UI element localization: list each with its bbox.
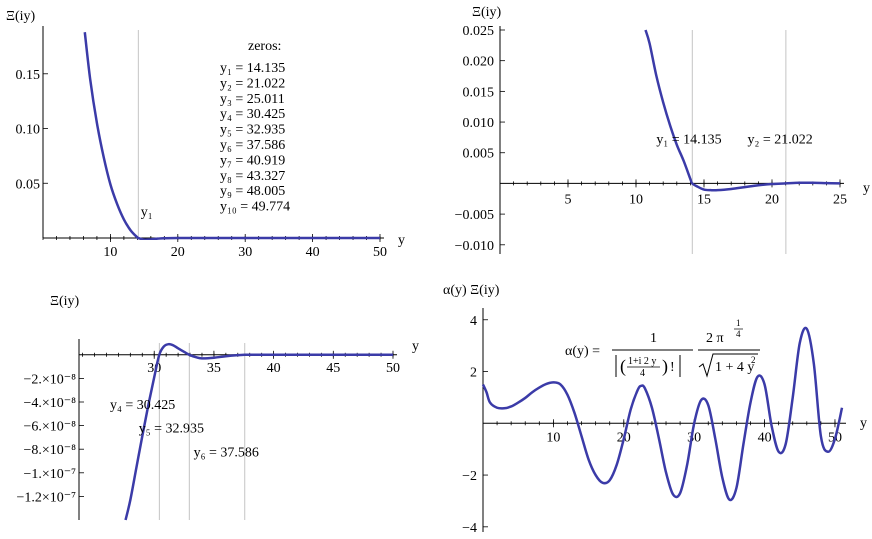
- formula-sqrt-body: 1 + 4 y: [715, 360, 754, 375]
- formula-exponent-numerator: 1: [736, 318, 741, 328]
- x-tick-label: 50: [386, 361, 400, 376]
- formula-exponent-denominator: 4: [736, 329, 741, 339]
- zero-annotation: y₁ = 14.135: [656, 133, 721, 148]
- panel-bottom-left: Ξ(iy) y 30 35 40 45 50−2.×10⁻⁸−4.×10⁻⁸−6.×10…: [16, 294, 419, 521]
- x-tick-label: 40: [267, 361, 281, 376]
- x-tick-label: 40: [758, 430, 772, 445]
- y-tick-label: −4.×10⁻⁸: [23, 396, 76, 411]
- y-tick-label: 0.10: [16, 123, 41, 138]
- y-tick-label: −8.×10⁻⁸: [23, 443, 76, 458]
- zeros-list-item: y₇ = 40.919: [220, 153, 285, 168]
- zeros-list-item: y₆ = 37.586: [220, 138, 285, 153]
- x-axis-label: y: [863, 181, 870, 196]
- y-tick-label: −4: [462, 521, 477, 536]
- x-tick-label: 30: [687, 430, 701, 445]
- formula-lhs: α(y) =: [565, 344, 600, 359]
- formula-inner-denominator: 4: [640, 368, 645, 379]
- y-tick-label: 0.010: [463, 116, 495, 131]
- panel-bottom-right: α(y) Ξ(iy) y α(y) = 1 ( 1+i 2 y 4 ) ! 2 …: [443, 283, 867, 536]
- formula-paren-right: ): [662, 356, 668, 377]
- panel-top-right: Ξ(iy) y 5 10 15 20 25 −0.010 −0.005 0.005 0.010 0…: [455, 5, 870, 254]
- x-axis-label: y: [398, 233, 405, 248]
- y-tick-label: 0.15: [16, 68, 41, 83]
- formula-sqrt-exponent: 2: [751, 355, 756, 365]
- y-tick-label: −6.×10⁻⁸: [23, 420, 76, 435]
- formula-paren-left: (: [620, 356, 626, 377]
- x-tick-label: 25: [833, 192, 847, 207]
- x-tick-label: 35: [207, 361, 221, 376]
- x-tick-label: 50: [373, 245, 387, 260]
- y-axis-label: Ξ(iy): [6, 9, 36, 24]
- zeros-list-item: y₄ = 30.425: [220, 107, 285, 122]
- y-tick-label: 0.015: [463, 85, 495, 100]
- zeros-list-item: y₉ = 48.005: [220, 184, 285, 199]
- x-tick-label: 15: [697, 192, 711, 207]
- y-tick-label: −0.005: [455, 208, 494, 223]
- zero-annotation: y₂ = 21.022: [748, 133, 813, 148]
- x-axis-label: y: [412, 339, 419, 354]
- zeros-list-item: y₂ = 21.022: [220, 76, 285, 91]
- x-tick-label: 10: [103, 245, 117, 260]
- y-tick-label: −0.010: [455, 239, 494, 254]
- x-tick-label: 45: [326, 361, 340, 376]
- zeros-list-item: y₈ = 43.327: [220, 169, 285, 184]
- zero-annotation: y₅ = 32.935: [139, 422, 204, 437]
- x-axis-label: y: [860, 416, 867, 431]
- zero-annotation: y₁: [141, 205, 153, 220]
- y-tick-label: −1.2×10⁻⁷: [16, 490, 76, 505]
- y-tick-label: 2: [470, 366, 477, 381]
- zeros-list-item: y₃ = 25.011: [220, 92, 285, 107]
- formula-factorial: !: [670, 360, 675, 375]
- x-tick-label: 40: [306, 245, 320, 260]
- x-tick-label: 10: [546, 430, 560, 445]
- x-tick-label: 20: [765, 192, 779, 207]
- formula-numerator-2: 2 π: [706, 331, 724, 346]
- series-line: [83, 32, 380, 240]
- zero-annotation: y₆ = 37.586: [194, 445, 259, 460]
- alpha-formula: α(y) = 1 ( 1+i 2 y 4 ) ! 2 π 1 4 1 + 4 y…: [565, 318, 760, 379]
- y-axis-label: α(y) Ξ(iy): [443, 283, 500, 298]
- y-tick-label: 4: [470, 314, 477, 329]
- x-tick-label: 20: [171, 245, 185, 260]
- x-tick-label: 30: [238, 245, 252, 260]
- y-tick-label: 0.020: [463, 55, 495, 70]
- x-tick-label: 10: [629, 192, 643, 207]
- formula-numerator-1: 1: [650, 331, 657, 346]
- series-line: [124, 342, 393, 521]
- y-tick-label: −2: [462, 469, 477, 484]
- zero-annotation: y₄ = 30.425: [110, 398, 175, 413]
- y-tick-label: 0.025: [463, 24, 495, 39]
- zeros-list-item: y₁ = 14.135: [220, 61, 285, 76]
- zeros-list-item: y₁₀ = 49.774: [220, 200, 290, 215]
- zeros-title: zeros:: [248, 39, 281, 54]
- x-tick-label: 5: [565, 192, 572, 207]
- formula-sqrt-sign: [698, 353, 758, 378]
- formula-inner-numerator: 1+i 2 y: [628, 356, 656, 367]
- zeros-list-item: y₅ = 32.935: [220, 123, 285, 138]
- y-tick-label: 0.005: [463, 147, 495, 162]
- y-tick-label: −1.×10⁻⁷: [23, 467, 76, 482]
- y-tick-label: −2.×10⁻⁸: [23, 372, 76, 387]
- y-tick-label: 0.05: [16, 177, 41, 192]
- y-axis-label: Ξ(iy): [50, 294, 80, 309]
- series-line: [644, 29, 841, 192]
- series-line: [481, 326, 844, 502]
- y-axis-label: Ξ(iy): [472, 5, 502, 20]
